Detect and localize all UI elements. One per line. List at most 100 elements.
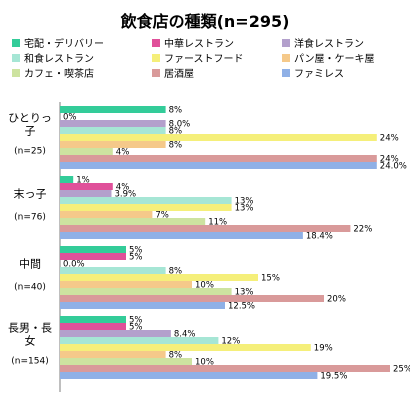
data-label: 19% — [314, 344, 333, 354]
bar — [60, 351, 166, 358]
data-label: 10% — [195, 358, 214, 368]
bar — [60, 225, 351, 232]
category-n: (n=76) — [14, 213, 46, 223]
data-label: 12% — [221, 337, 240, 347]
bar — [60, 330, 171, 337]
data-label: 5% — [129, 253, 143, 263]
legend-swatch — [152, 39, 160, 47]
data-label: 3.9% — [114, 190, 136, 200]
legend-swatch — [282, 69, 290, 77]
data-label: 11% — [208, 218, 227, 228]
legend-swatch — [12, 39, 20, 47]
bar — [60, 211, 153, 218]
bar — [60, 281, 192, 288]
data-label: 13% — [235, 197, 254, 207]
bar — [60, 176, 74, 183]
data-label: 19.5% — [320, 372, 347, 382]
legend-label: パン屋・ケーキ屋 — [294, 53, 375, 65]
data-label: 0.0% — [63, 260, 85, 270]
data-label: 7% — [155, 211, 169, 221]
legend-label: 宅配・デリバリー — [24, 37, 104, 50]
data-label: 8.0% — [169, 120, 191, 130]
bar — [60, 232, 303, 239]
data-label: 24% — [380, 155, 399, 165]
legend-label: ファミレス — [294, 69, 344, 80]
legend-label: カフェ・喫茶店 — [24, 67, 94, 80]
data-label: 12.5% — [228, 302, 255, 312]
data-label: 20% — [327, 295, 346, 305]
bar — [60, 120, 166, 127]
bar — [60, 127, 166, 134]
bar — [60, 134, 377, 141]
bar — [60, 106, 166, 113]
data-label: 13% — [235, 288, 254, 298]
category-n: (n=40) — [14, 283, 46, 293]
legend-swatch — [152, 54, 160, 62]
data-label: 24.0% — [380, 162, 407, 172]
data-label: 5% — [129, 323, 143, 333]
legend-label: 中華レストラン — [164, 37, 234, 50]
bar — [60, 302, 225, 309]
legend-swatch — [282, 54, 290, 62]
data-label: 5% — [129, 316, 143, 326]
data-label: 25% — [393, 365, 410, 375]
bar — [60, 253, 126, 260]
bar — [60, 288, 232, 295]
category-label: ひとりっ — [8, 112, 52, 125]
category-label: 女 — [25, 334, 36, 348]
bar — [60, 155, 377, 162]
legend-label: ファーストフード — [164, 54, 244, 65]
data-label: 15% — [261, 274, 280, 284]
data-label: 8% — [169, 141, 183, 151]
category-label: 長男・長 — [8, 322, 52, 335]
bar — [60, 197, 232, 204]
data-label: 0% — [63, 113, 77, 123]
data-label: 4% — [116, 148, 130, 158]
legend-swatch — [12, 69, 20, 77]
bar — [60, 204, 232, 211]
bar — [60, 337, 219, 344]
bar — [60, 316, 126, 323]
bar — [60, 372, 318, 379]
data-label: 8% — [169, 106, 183, 116]
bar — [60, 162, 377, 169]
data-label: 13% — [235, 204, 254, 214]
legend-label: 和食レストラン — [24, 52, 94, 65]
data-label: 18.4% — [306, 232, 333, 242]
bar — [60, 190, 112, 197]
bar — [60, 295, 324, 302]
bar — [60, 141, 166, 148]
category-n: (n=25) — [14, 147, 46, 157]
chart-title: 飲食店の種類(n=295) — [120, 12, 290, 31]
category-label: 末っ子 — [14, 187, 47, 201]
bar — [60, 148, 113, 155]
bar — [60, 344, 311, 351]
bar — [60, 183, 113, 190]
category-label: 子 — [25, 125, 36, 138]
data-label: 8% — [169, 127, 183, 137]
data-label: 8% — [169, 351, 183, 361]
bar — [60, 246, 126, 253]
legend-label: 居酒屋 — [164, 68, 194, 80]
legend-swatch — [282, 39, 290, 47]
bar — [60, 218, 206, 225]
data-label: 22% — [353, 225, 372, 235]
legend-swatch — [152, 69, 160, 77]
data-label: 8.4% — [174, 330, 196, 340]
data-label: 24% — [380, 134, 399, 144]
bar — [60, 365, 390, 372]
data-label: 5% — [129, 246, 143, 256]
bar — [60, 323, 126, 330]
bar — [60, 267, 166, 274]
data-label: 1% — [76, 176, 90, 186]
legend-swatch — [12, 54, 20, 62]
bar — [60, 358, 192, 365]
category-n: (n=154) — [11, 357, 48, 367]
data-label: 4% — [116, 183, 130, 193]
bar — [60, 274, 258, 281]
data-label: 10% — [195, 281, 214, 291]
data-label: 8% — [169, 267, 183, 277]
legend-label: 洋食レストラン — [294, 37, 364, 50]
